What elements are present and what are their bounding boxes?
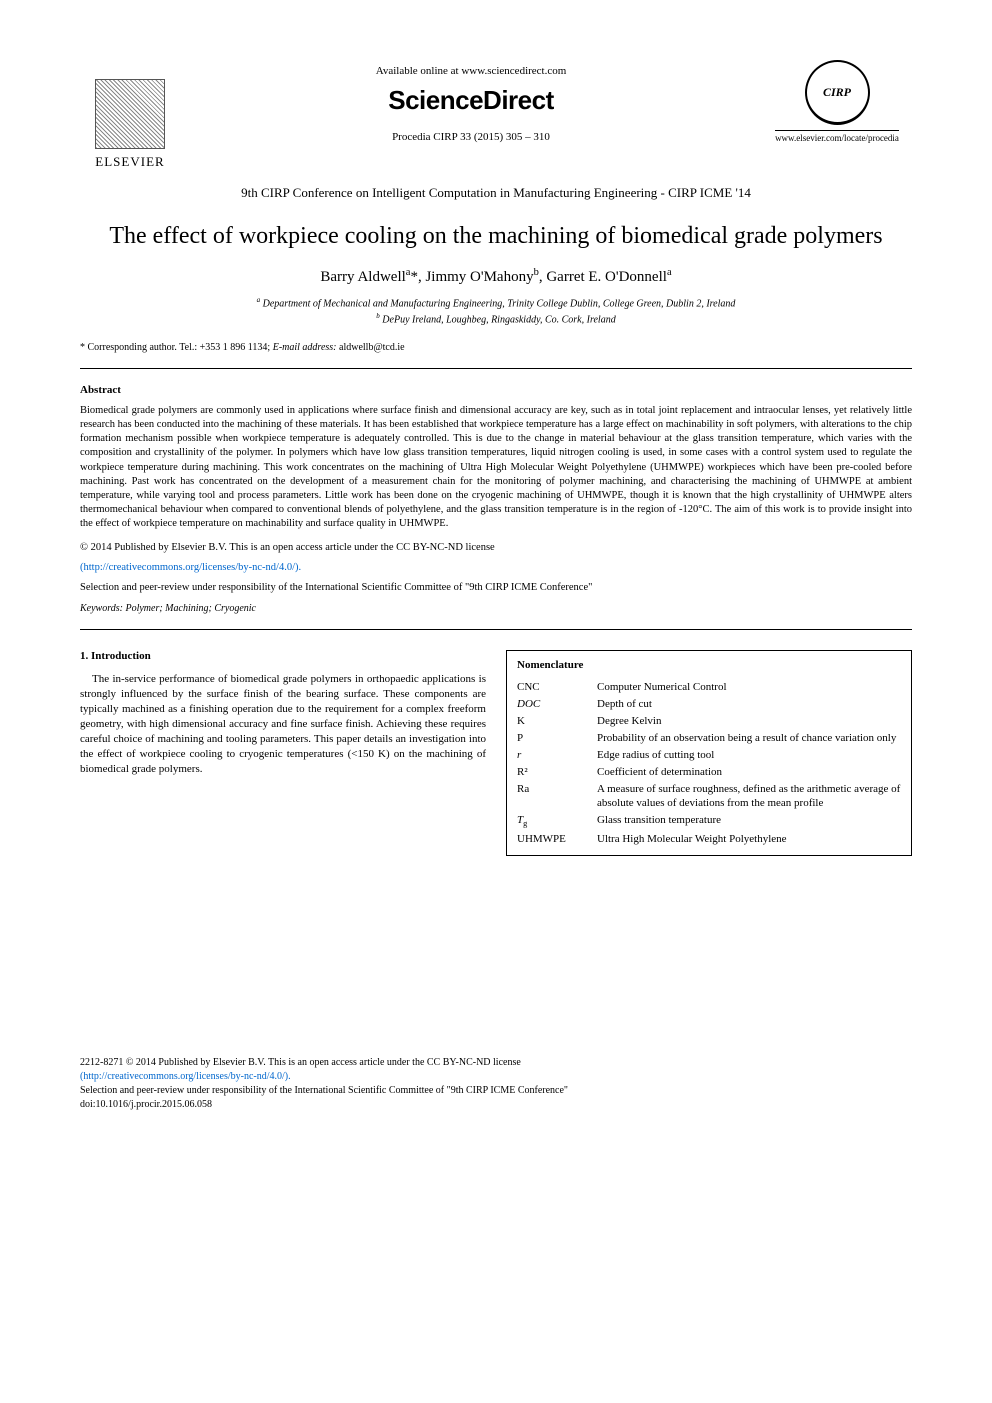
- abstract-heading: Abstract: [80, 384, 912, 396]
- divider: [80, 629, 912, 630]
- table-row: R²Coefficient of determination: [517, 764, 901, 781]
- table-row: UHMWPEUltra High Molecular Weight Polyet…: [517, 831, 901, 848]
- nomenclature-def: Coefficient of determination: [597, 764, 901, 781]
- nomenclature-def: Probability of an observation being a re…: [597, 730, 901, 747]
- paper-title: The effect of workpiece cooling on the m…: [80, 221, 912, 252]
- divider: [80, 368, 912, 369]
- nomenclature-def: Glass transition temperature: [597, 812, 901, 830]
- nomenclature-def: A measure of surface roughness, defined …: [597, 781, 901, 813]
- right-column: Nomenclature CNCComputer Numerical Contr…: [506, 650, 912, 856]
- nomenclature-symbol: K: [517, 713, 597, 730]
- elsevier-label: ELSEVIER: [95, 154, 164, 170]
- nomenclature-symbol: P: [517, 730, 597, 747]
- peer-review-line: Selection and peer-review under responsi…: [80, 581, 912, 596]
- keywords: Keywords: Polymer; Machining; Cryogenic: [80, 603, 912, 614]
- header-bar: ELSEVIER Available online at www.science…: [80, 60, 912, 170]
- nomenclature-symbol: UHMWPE: [517, 831, 597, 848]
- table-row: PProbability of an observation being a r…: [517, 730, 901, 747]
- elsevier-tree-icon: [95, 79, 165, 149]
- conference-name: 9th CIRP Conference on Intelligent Compu…: [80, 185, 912, 201]
- available-online-text: Available online at www.sciencedirect.co…: [180, 65, 762, 77]
- copyright-line: © 2014 Published by Elsevier B.V. This i…: [80, 541, 912, 556]
- cirp-circle-icon: CIRP: [805, 60, 870, 125]
- affiliations: a Department of Mechanical and Manufactu…: [80, 296, 912, 327]
- footer-doi: doi:10.1016/j.procir.2015.06.058: [80, 1098, 912, 1112]
- affiliation-b: b DePuy Ireland, Loughbeg, Ringaskiddy, …: [80, 312, 912, 327]
- nomenclature-symbol: Tg: [517, 812, 597, 830]
- keywords-label: Keywords:: [80, 603, 123, 614]
- intro-heading: 1. Introduction: [80, 650, 486, 662]
- table-row: DOCDepth of cut: [517, 696, 901, 713]
- nomenclature-symbol: r: [517, 747, 597, 764]
- table-row: TgGlass transition temperature: [517, 812, 901, 830]
- corresponding-author: * Corresponding author. Tel.: +353 1 896…: [80, 342, 912, 353]
- nomenclature-heading: Nomenclature: [517, 659, 901, 671]
- license-link[interactable]: (http://creativecommons.org/licenses/by-…: [80, 561, 912, 576]
- abstract-text: Biomedical grade polymers are commonly u…: [80, 404, 912, 532]
- table-row: rEdge radius of cutting tool: [517, 747, 901, 764]
- left-column: 1. Introduction The in-service performan…: [80, 650, 486, 856]
- nomenclature-def: Computer Numerical Control: [597, 679, 901, 696]
- journal-citation: Procedia CIRP 33 (2015) 305 – 310: [180, 131, 762, 143]
- cirp-logo-block: CIRP www.elsevier.com/locate/procedia: [762, 60, 912, 143]
- header-center: Available online at www.sciencedirect.co…: [180, 60, 762, 143]
- two-column-layout: 1. Introduction The in-service performan…: [80, 650, 912, 856]
- affiliation-a: a Department of Mechanical and Manufactu…: [80, 296, 912, 311]
- nomenclature-def: Depth of cut: [597, 696, 901, 713]
- nomenclature-box: Nomenclature CNCComputer Numerical Contr…: [506, 650, 912, 856]
- nomenclature-symbol: R²: [517, 764, 597, 781]
- table-row: KDegree Kelvin: [517, 713, 901, 730]
- intro-text: The in-service performance of biomedical…: [80, 672, 486, 776]
- elsevier-logo: ELSEVIER: [80, 60, 180, 170]
- nomenclature-def: Edge radius of cutting tool: [597, 747, 901, 764]
- footer-selection: Selection and peer-review under responsi…: [80, 1084, 912, 1098]
- nomenclature-table: CNCComputer Numerical Control DOCDepth o…: [517, 679, 901, 847]
- nomenclature-symbol: DOC: [517, 696, 597, 713]
- nomenclature-def: Degree Kelvin: [597, 713, 901, 730]
- footer: 2212-8271 © 2014 Published by Elsevier B…: [80, 1056, 912, 1112]
- sciencedirect-logo: ScienceDirect: [180, 85, 762, 116]
- footer-license-link[interactable]: (http://creativecommons.org/licenses/by-…: [80, 1070, 912, 1084]
- keywords-items: Polymer; Machining; Cryogenic: [125, 603, 256, 614]
- nomenclature-symbol: CNC: [517, 679, 597, 696]
- author-list: Barry Aldwella*, Jimmy O'Mahonyb, Garret…: [80, 267, 912, 286]
- procedia-url: www.elsevier.com/locate/procedia: [775, 130, 899, 143]
- table-row: RaA measure of surface roughness, define…: [517, 781, 901, 813]
- footer-issn: 2212-8271 © 2014 Published by Elsevier B…: [80, 1056, 912, 1070]
- table-row: CNCComputer Numerical Control: [517, 679, 901, 696]
- nomenclature-symbol: Ra: [517, 781, 597, 813]
- nomenclature-def: Ultra High Molecular Weight Polyethylene: [597, 831, 901, 848]
